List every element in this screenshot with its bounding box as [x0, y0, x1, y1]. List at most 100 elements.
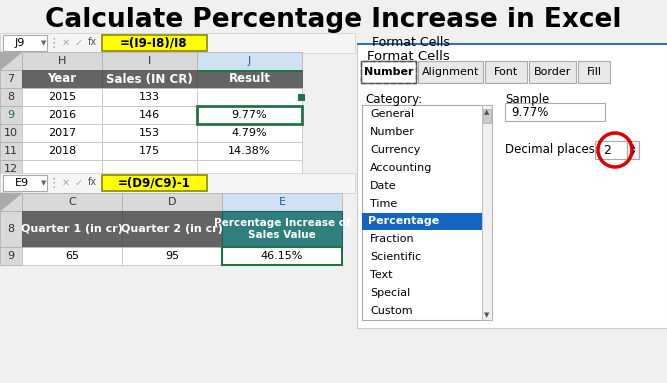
- Text: Scientific: Scientific: [370, 252, 421, 262]
- Bar: [485, 61, 527, 83]
- Bar: [0, 52, 22, 70]
- Text: E: E: [279, 197, 285, 207]
- Bar: [482, 105, 492, 320]
- Text: ✓: ✓: [75, 178, 83, 188]
- Text: 8: 8: [7, 224, 15, 234]
- Bar: [0, 247, 22, 265]
- Text: 11: 11: [4, 146, 18, 156]
- Bar: [361, 61, 416, 83]
- Text: ⋮: ⋮: [48, 177, 60, 190]
- Bar: [0, 70, 22, 88]
- Text: ▲: ▲: [484, 109, 490, 115]
- Text: Decimal places:: Decimal places:: [505, 142, 599, 155]
- Bar: [578, 61, 610, 83]
- Text: H: H: [58, 56, 66, 66]
- Text: 133: 133: [139, 92, 160, 102]
- Bar: [197, 52, 302, 70]
- Text: ▼: ▼: [41, 180, 47, 186]
- Text: Accounting: Accounting: [370, 163, 432, 173]
- Bar: [0, 160, 22, 178]
- Text: Calculate Percentage Increase in Excel: Calculate Percentage Increase in Excel: [45, 7, 621, 33]
- Bar: [22, 88, 102, 106]
- Bar: [102, 52, 197, 70]
- Bar: [102, 175, 207, 191]
- Text: 153: 153: [139, 128, 160, 138]
- Text: Category:: Category:: [365, 93, 422, 105]
- Bar: [362, 213, 482, 231]
- Text: Time: Time: [370, 198, 398, 208]
- Text: 4.79%: 4.79%: [231, 128, 267, 138]
- Text: Fraction: Fraction: [370, 234, 415, 244]
- Bar: [0, 193, 22, 211]
- Bar: [0, 211, 22, 247]
- Text: Format Cells: Format Cells: [372, 36, 450, 49]
- Bar: [483, 109, 491, 123]
- Text: Custom: Custom: [370, 306, 413, 316]
- Bar: [529, 61, 576, 83]
- Text: Alignment: Alignment: [422, 67, 479, 77]
- Text: Font: Font: [494, 67, 518, 77]
- Text: 2: 2: [603, 144, 611, 157]
- Text: ✕: ✕: [62, 178, 70, 188]
- Text: ✓: ✓: [75, 38, 83, 48]
- Bar: [22, 106, 102, 124]
- Bar: [0, 173, 355, 193]
- Text: Number: Number: [364, 67, 414, 77]
- Bar: [102, 88, 197, 106]
- Bar: [0, 33, 355, 53]
- Text: Quarter 2 (in cr): Quarter 2 (in cr): [121, 224, 223, 234]
- Text: Year: Year: [47, 72, 77, 85]
- Bar: [418, 61, 483, 83]
- Bar: [22, 247, 122, 265]
- Bar: [197, 124, 302, 142]
- Text: 14.38%: 14.38%: [228, 146, 271, 156]
- Bar: [0, 142, 22, 160]
- Bar: [3, 35, 47, 51]
- Bar: [122, 247, 222, 265]
- Text: Currency: Currency: [370, 145, 420, 155]
- Text: ▲: ▲: [630, 143, 636, 149]
- Text: 2018: 2018: [48, 146, 76, 156]
- Bar: [102, 35, 207, 51]
- Bar: [102, 70, 197, 88]
- Text: Result: Result: [229, 72, 271, 85]
- Bar: [22, 211, 122, 247]
- Bar: [197, 106, 302, 124]
- Text: 175: 175: [139, 146, 160, 156]
- Text: ▼: ▼: [41, 40, 47, 46]
- Text: =(D9/C9)-1: =(D9/C9)-1: [117, 177, 191, 190]
- Bar: [222, 193, 342, 211]
- Text: 12: 12: [4, 164, 18, 174]
- Bar: [22, 52, 102, 70]
- Bar: [22, 142, 102, 160]
- Bar: [197, 160, 302, 178]
- Text: 65: 65: [65, 251, 79, 261]
- Bar: [22, 124, 102, 142]
- Text: 10: 10: [4, 128, 18, 138]
- Bar: [222, 211, 342, 247]
- Text: 95: 95: [165, 251, 179, 261]
- Text: D: D: [167, 197, 176, 207]
- Text: Text: Text: [370, 270, 392, 280]
- Text: 2016: 2016: [48, 110, 76, 120]
- Bar: [627, 141, 639, 159]
- Bar: [102, 106, 197, 124]
- Text: 9.77%: 9.77%: [231, 110, 267, 120]
- Text: Date: Date: [370, 181, 397, 191]
- Text: J: J: [248, 56, 251, 66]
- Bar: [22, 70, 102, 88]
- Text: 7: 7: [7, 74, 15, 84]
- Bar: [362, 105, 492, 320]
- Text: C: C: [68, 197, 76, 207]
- Text: fx: fx: [87, 37, 97, 47]
- Text: 9.77%: 9.77%: [511, 105, 548, 118]
- Text: 2017: 2017: [48, 128, 76, 138]
- Polygon shape: [0, 52, 22, 70]
- Text: Border: Border: [534, 67, 571, 77]
- Text: Percentage: Percentage: [368, 216, 440, 226]
- Text: Number: Number: [370, 127, 415, 137]
- Bar: [122, 193, 222, 211]
- Bar: [357, 43, 667, 45]
- Text: Percentage Increase of
Sales Value: Percentage Increase of Sales Value: [213, 218, 350, 240]
- Text: ▼: ▼: [630, 151, 636, 157]
